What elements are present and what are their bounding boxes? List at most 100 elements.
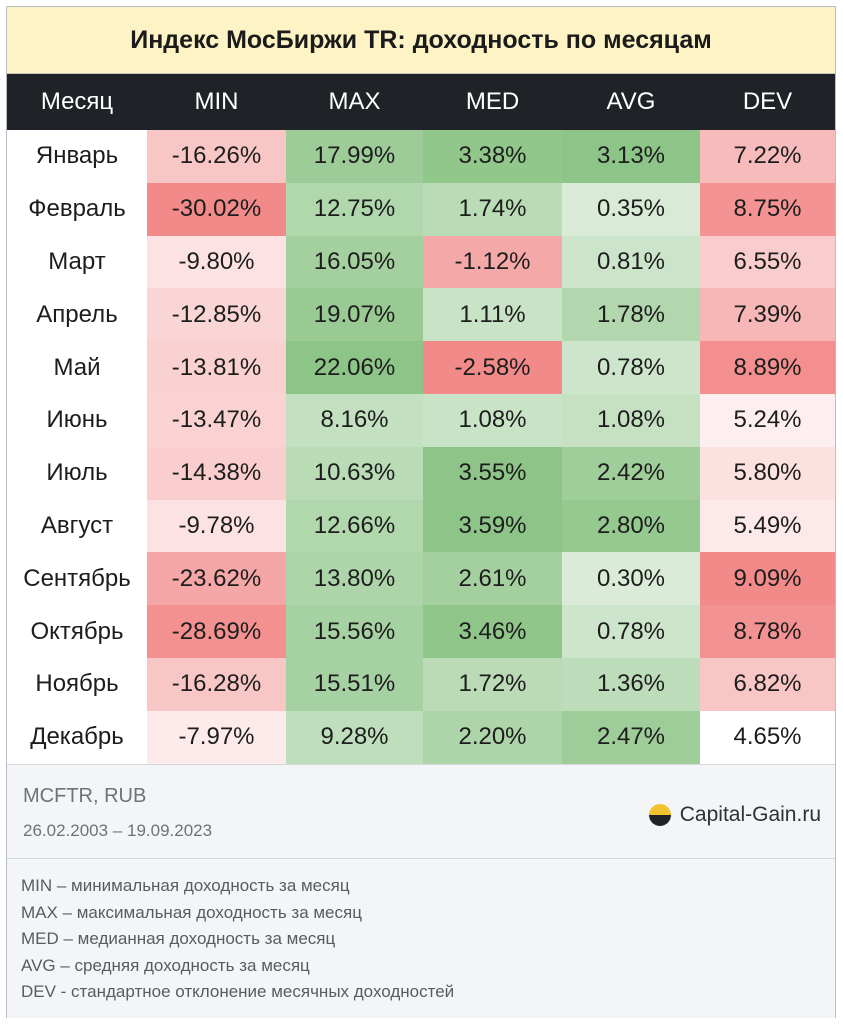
min-cell: -9.80% xyxy=(147,235,286,289)
dev-cell: 8.78% xyxy=(700,605,835,658)
month-cell: Март xyxy=(48,247,106,275)
min-cell: -16.28% xyxy=(147,657,286,711)
table-row: Февраль -30.02% 12.75% 1.74% 0.35% 8.75% xyxy=(7,182,835,236)
min-cell: -12.85% xyxy=(147,288,286,342)
month-cell: Январь xyxy=(35,142,119,170)
max-cell: 12.66% xyxy=(286,499,423,553)
table-row: Декабрь -7.97% 9.28% 2.20% 2.47% 4.65% xyxy=(7,710,835,764)
table-row: Июнь -13.47% 8.16% 1.08% 1.08% 5.24% xyxy=(7,393,835,447)
column-header-med: MED xyxy=(465,88,520,115)
med-cell: 3.59% xyxy=(423,499,562,553)
chart-title: Индекс МосБиржи TR: доходность по месяца… xyxy=(7,7,835,74)
max-cell: 16.05% xyxy=(286,235,423,289)
dev-cell: 5.80% xyxy=(700,446,835,500)
avg-cell: 1.78% xyxy=(562,288,700,342)
legend-item-dev: DEV - стандартное отклонение месячных до… xyxy=(21,982,455,1001)
med-cell: 3.38% xyxy=(423,130,562,183)
avg-cell: 1.08% xyxy=(562,393,700,447)
min-cell: -9.78% xyxy=(147,499,286,553)
month-cell: Июнь xyxy=(46,406,108,434)
legend-item-med: MED – медианная доходность за месяц xyxy=(21,929,336,948)
table-row: Апрель -12.85% 19.07% 1.11% 1.78% 7.39% xyxy=(7,288,835,342)
dev-cell: 6.82% xyxy=(700,657,835,711)
min-cell: -30.02% xyxy=(147,182,286,236)
avg-cell: 2.42% xyxy=(562,446,700,500)
legend-box: MIN – минимальная доходность за месяц MA… xyxy=(7,858,835,1018)
min-cell: -16.26% xyxy=(147,130,286,183)
table-card: Индекс МосБиржи TR: доходность по месяца… xyxy=(6,6,836,1018)
table-row: Июль -14.38% 10.63% 3.55% 2.42% 5.80% xyxy=(7,446,835,500)
min-cell: -13.47% xyxy=(147,393,286,447)
min-cell: -7.97% xyxy=(147,710,286,764)
max-cell: 12.75% xyxy=(286,182,423,236)
dev-cell: 9.09% xyxy=(700,552,835,606)
dev-cell: 8.89% xyxy=(700,341,835,394)
max-cell: 15.56% xyxy=(286,605,423,658)
brand: Capital-Gain.ru xyxy=(648,803,821,827)
column-header-dev: DEV xyxy=(742,88,793,115)
month-cell: Ноябрь xyxy=(35,670,119,698)
table-header: Месяц MIN MAX MED AVG DEV xyxy=(7,74,835,130)
dev-cell: 5.49% xyxy=(700,499,835,553)
brand-label: Capital-Gain.ru xyxy=(679,803,821,826)
med-cell: 2.20% xyxy=(423,710,562,764)
min-cell: -23.62% xyxy=(147,552,286,606)
month-cell: Август xyxy=(40,511,114,539)
avg-cell: 0.35% xyxy=(562,182,700,236)
dev-cell: 7.22% xyxy=(700,130,835,183)
period-label: 26.02.2003 – 19.09.2023 xyxy=(23,821,213,840)
legend-item-min: MIN – минимальная доходность за месяц xyxy=(21,876,350,895)
med-cell: 1.74% xyxy=(423,182,562,236)
table-row: Май -13.81% 22.06% -2.58% 0.78% 8.89% xyxy=(7,341,835,394)
max-cell: 9.28% xyxy=(286,710,423,764)
med-cell: 3.46% xyxy=(423,605,562,658)
dev-cell: 5.24% xyxy=(700,393,835,447)
med-cell: -2.58% xyxy=(423,341,562,394)
avg-cell: 1.36% xyxy=(562,657,700,711)
month-cell: Октябрь xyxy=(30,617,124,645)
table-row: Сентябрь -23.62% 13.80% 2.61% 0.30% 9.09% xyxy=(7,552,835,606)
column-header-min: MIN xyxy=(194,88,239,115)
med-cell: 1.11% xyxy=(423,288,562,342)
avg-cell: 2.80% xyxy=(562,499,700,553)
legend-item-max: MAX – максимальная доходность за месяц xyxy=(21,902,362,922)
month-cell: Февраль xyxy=(28,195,126,223)
min-cell: -28.69% xyxy=(147,605,286,658)
month-cell: Май xyxy=(53,353,101,381)
dev-cell: 7.39% xyxy=(700,288,835,342)
month-cell: Апрель xyxy=(36,300,118,328)
avg-cell: 0.78% xyxy=(562,605,700,658)
table-body: Январь -16.26% 17.99% 3.38% 3.13% 7.22% Феврал… xyxy=(7,130,835,764)
avg-cell: 0.30% xyxy=(562,552,700,606)
table-row: Январь -16.26% 17.99% 3.38% 3.13% 7.22% xyxy=(7,130,835,183)
med-cell: 1.72% xyxy=(423,657,562,711)
month-cell: Декабрь xyxy=(30,723,124,751)
max-cell: 19.07% xyxy=(286,288,423,342)
half-circle-logo-icon xyxy=(648,804,671,826)
max-cell: 17.99% xyxy=(286,130,423,183)
med-cell: 2.61% xyxy=(423,552,562,606)
month-cell: Сентябрь xyxy=(23,564,131,592)
dev-cell: 4.65% xyxy=(700,710,835,764)
med-cell: 1.08% xyxy=(423,393,562,447)
column-header-avg: AVG xyxy=(606,88,656,115)
table-footer: MCFTR, RUB 26.02.2003 – 19.09.2023 Capit… xyxy=(7,764,835,858)
table-row: Август -9.78% 12.66% 3.59% 2.80% 5.49% xyxy=(7,499,835,553)
avg-cell: 2.47% xyxy=(562,710,700,764)
min-cell: -13.81% xyxy=(147,341,286,394)
source-label: MCFTR, RUB xyxy=(23,785,147,807)
table-row: Март -9.80% 16.05% -1.12% 0.81% 6.55% xyxy=(7,235,835,289)
min-cell: -14.38% xyxy=(147,446,286,500)
max-cell: 15.51% xyxy=(286,657,423,711)
med-cell: 3.55% xyxy=(423,446,562,500)
column-header-month: Месяц xyxy=(40,88,114,115)
column-header-max: MAX xyxy=(328,88,381,115)
dev-cell: 6.55% xyxy=(700,235,835,289)
legend-item-avg: AVG – средняя доходность за месяц xyxy=(21,955,310,975)
dev-cell: 8.75% xyxy=(700,182,835,236)
max-cell: 8.16% xyxy=(286,393,423,447)
max-cell: 10.63% xyxy=(286,446,423,500)
max-cell: 22.06% xyxy=(286,341,423,394)
max-cell: 13.80% xyxy=(286,552,423,606)
med-cell: -1.12% xyxy=(423,235,562,289)
